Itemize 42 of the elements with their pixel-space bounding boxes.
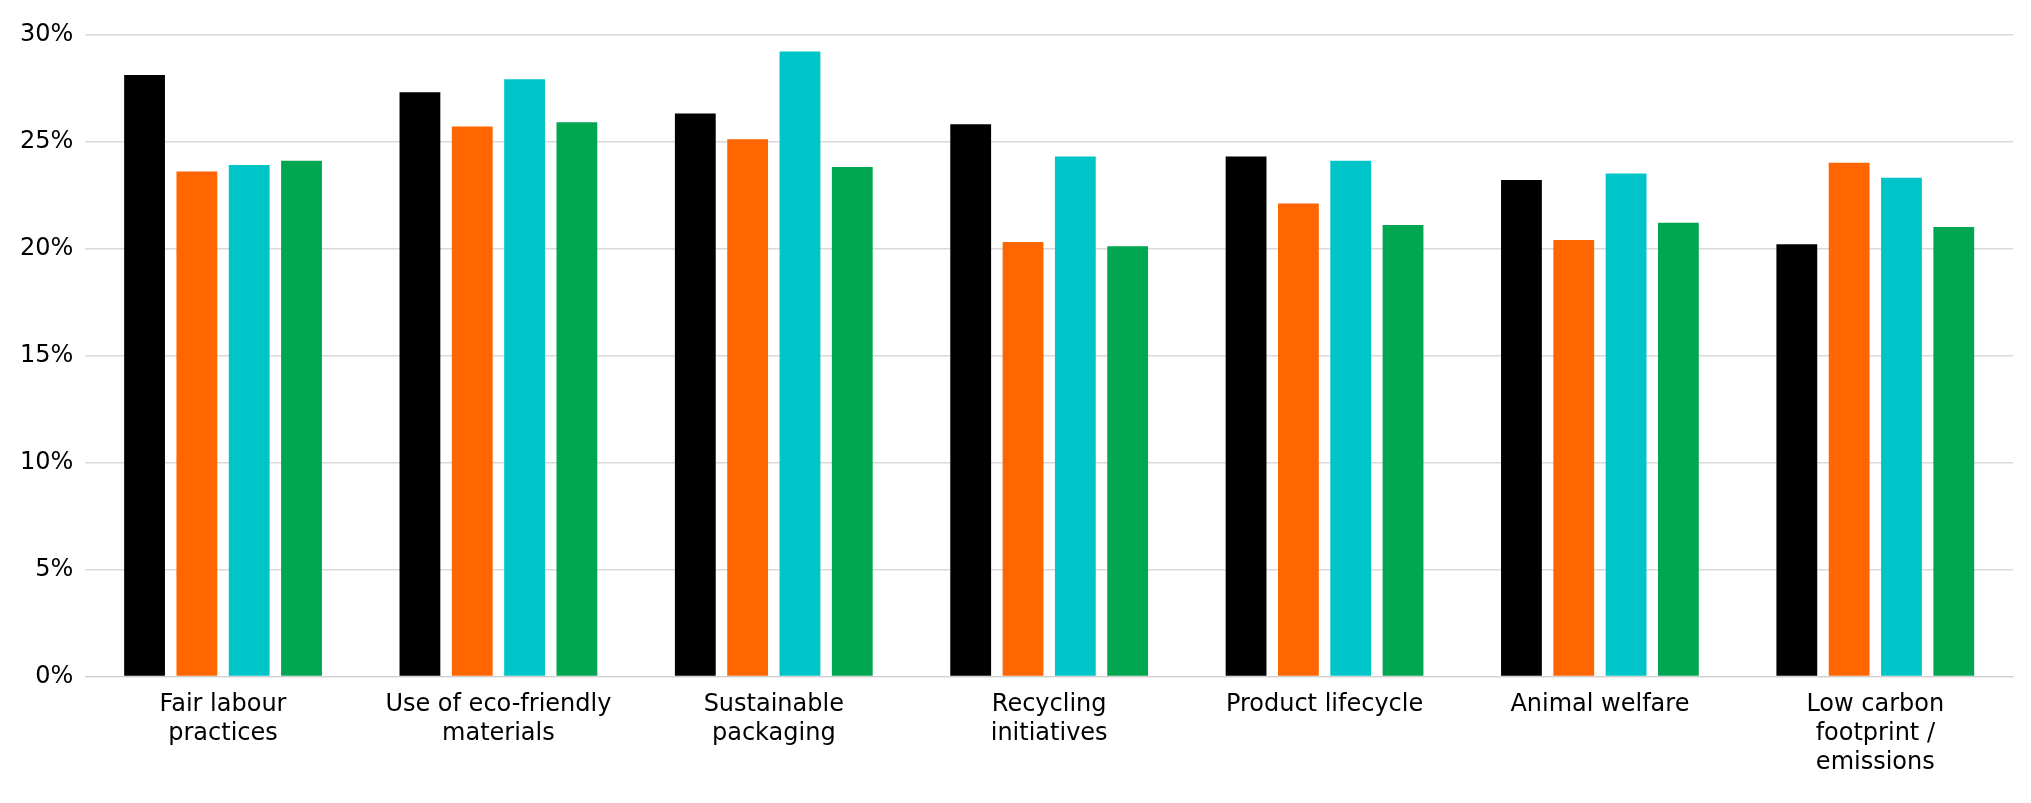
bar: [1330, 160, 1372, 676]
bar: [556, 122, 598, 676]
bar: [1501, 179, 1542, 676]
bar: [504, 79, 545, 676]
bar: [1605, 173, 1647, 676]
x-tick-label: Product lifecycle: [1225, 689, 1424, 718]
bar: [1553, 239, 1595, 676]
bar: [1002, 242, 1044, 676]
bar: [1828, 162, 1870, 676]
bar: [779, 51, 821, 676]
bar: [1225, 156, 1267, 676]
bar: [1054, 156, 1096, 676]
x-tick-label: Recycling initiatives: [990, 689, 1108, 747]
y-tick-label: 5%: [35, 553, 74, 582]
y-tick-label: 30%: [20, 18, 74, 47]
bar: [1776, 244, 1818, 676]
x-tick-label: Use of eco-friendly materials: [385, 689, 612, 747]
x-tick-label: Fair labour practices: [159, 689, 287, 747]
bar: [950, 124, 992, 676]
y-tick-label: 25%: [20, 125, 74, 154]
bar: [451, 126, 493, 676]
bar: [1881, 177, 1922, 676]
bar: [831, 167, 873, 676]
bar: [281, 160, 322, 676]
y-tick-label: 10%: [20, 446, 74, 475]
x-tick-label: Sustainable packaging: [703, 689, 844, 747]
y-tick-label: 0%: [35, 660, 74, 689]
bar: [176, 171, 218, 676]
bar: [399, 92, 441, 676]
y-tick-label: 20%: [20, 232, 74, 261]
x-tick-label: Animal welfare: [1510, 689, 1690, 718]
bar: [1658, 222, 1699, 676]
bar: [228, 164, 270, 676]
x-tick-label: Low carbon footprint / emissions: [1806, 689, 1945, 775]
bar: [1277, 203, 1319, 676]
y-tick-label: 15%: [20, 339, 74, 368]
bar: [727, 139, 769, 676]
bar: [124, 75, 165, 676]
bar: [1107, 246, 1149, 676]
bar: [1933, 227, 1975, 676]
bar: [674, 113, 716, 676]
bar: [1382, 224, 1424, 676]
